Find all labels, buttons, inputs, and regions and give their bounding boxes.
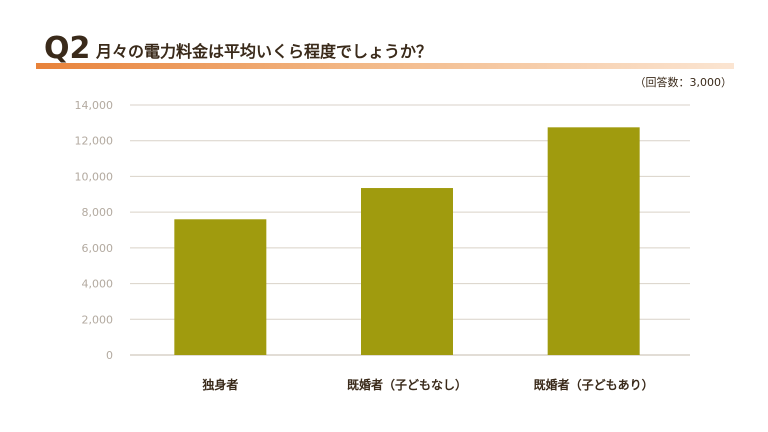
y-tick-label: 0 bbox=[106, 349, 113, 362]
y-tick-label: 4,000 bbox=[82, 278, 114, 291]
bar bbox=[547, 127, 640, 355]
x-axis-categories: 独身者 既婚者（子どもなし） 既婚者（子どもあり） bbox=[201, 377, 653, 392]
x-category-label: 独身者 bbox=[201, 377, 238, 392]
bars bbox=[174, 127, 640, 355]
question-number: Q2 bbox=[44, 31, 91, 66]
y-tick-label: 2,000 bbox=[82, 313, 114, 326]
header-accent-band bbox=[36, 63, 734, 69]
bar bbox=[174, 219, 267, 355]
y-tick-label: 14,000 bbox=[75, 99, 114, 112]
chart-title: 月々の電力料金は平均いくら程度でしょうか？ bbox=[96, 42, 433, 61]
bar bbox=[361, 188, 453, 355]
x-category-label: 既婚者（子どもあり） bbox=[534, 377, 654, 392]
y-tick-label: 12,000 bbox=[75, 135, 114, 148]
sample-size-note: （回答数：3,000） bbox=[634, 76, 733, 89]
x-category-label: 既婚者（子どもなし） bbox=[347, 377, 467, 392]
y-axis-ticks: 0 2,000 4,000 6,000 8,000 10,000 12,000 14,000 bbox=[75, 99, 114, 362]
y-tick-label: 10,000 bbox=[75, 170, 114, 183]
y-tick-label: 8,000 bbox=[82, 206, 114, 219]
y-tick-label: 6,000 bbox=[82, 242, 114, 255]
